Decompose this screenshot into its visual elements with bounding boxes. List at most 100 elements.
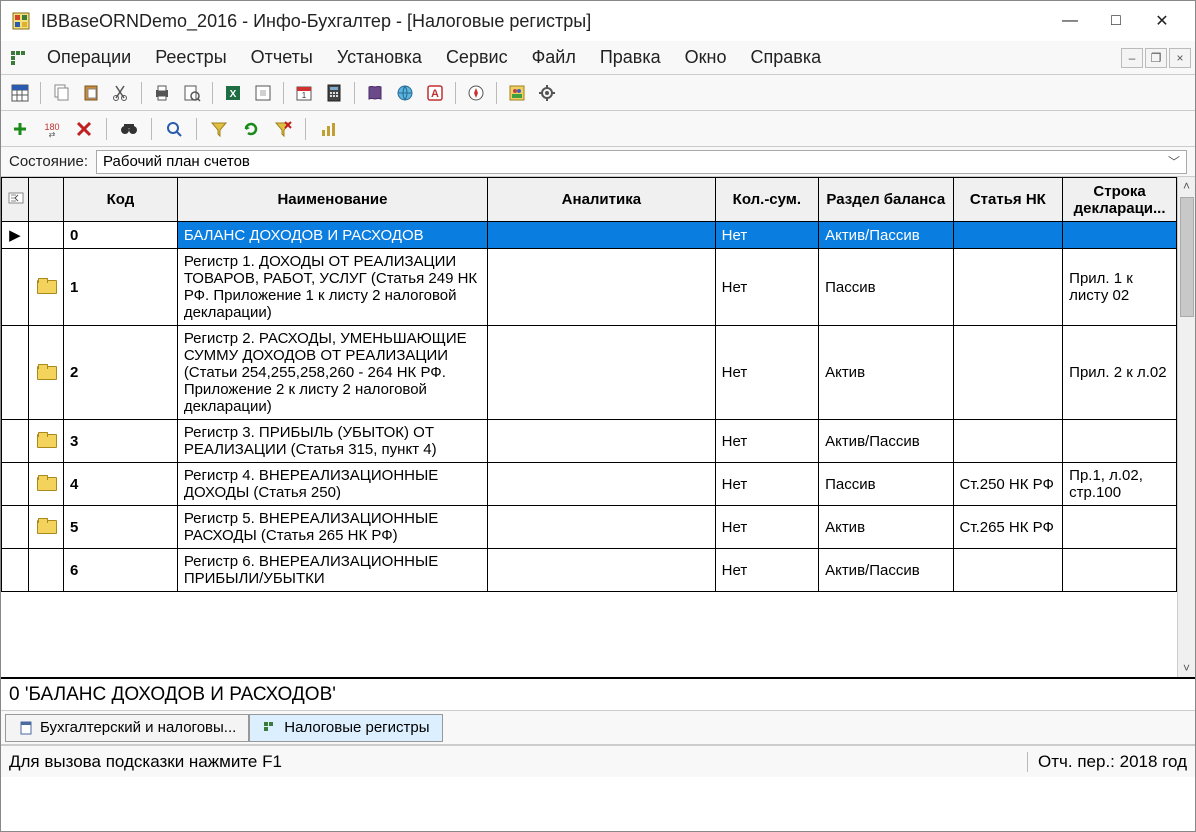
grid-icon[interactable] <box>7 80 33 106</box>
vertical-scrollbar[interactable]: ˄ ˅ <box>1177 177 1195 677</box>
cell-line[interactable] <box>1063 420 1177 463</box>
cell-section[interactable]: Пассив <box>819 249 953 326</box>
close-button[interactable]: ✕ <box>1139 5 1185 37</box>
cell-line[interactable]: Прил. 1 к листу 02 <box>1063 249 1177 326</box>
menu-registries[interactable]: Реестры <box>143 43 238 72</box>
cell-analytics[interactable] <box>488 326 716 420</box>
cell-line[interactable] <box>1063 506 1177 549</box>
menu-help[interactable]: Справка <box>738 43 833 72</box>
chart-icon[interactable] <box>315 116 341 142</box>
col-name[interactable]: Наименование <box>177 178 487 222</box>
cell-article[interactable] <box>953 420 1063 463</box>
col-kolsum[interactable]: Кол.-сум. <box>715 178 818 222</box>
refresh-icon[interactable] <box>238 116 264 142</box>
cell-code[interactable]: 4 <box>64 463 178 506</box>
cell-line[interactable] <box>1063 222 1177 249</box>
cell-name[interactable]: Регистр 6. ВНЕРЕАЛИЗАЦИОННЫЕ ПРИБЫЛИ/УБЫ… <box>177 549 487 592</box>
table-row[interactable]: 1Регистр 1. ДОХОДЫ ОТ РЕАЛИЗАЦИИ ТОВАРОВ… <box>2 249 1177 326</box>
row-indicator[interactable] <box>2 326 29 420</box>
cell-name[interactable]: Регистр 1. ДОХОДЫ ОТ РЕАЛИЗАЦИИ ТОВАРОВ,… <box>177 249 487 326</box>
cell-article[interactable]: Ст.265 НК РФ <box>953 506 1063 549</box>
col-section[interactable]: Раздел баланса <box>819 178 953 222</box>
app-menu-icon[interactable] <box>7 47 29 69</box>
scroll-down-icon[interactable]: ˅ <box>1178 659 1195 677</box>
preview-icon[interactable] <box>179 80 205 106</box>
calendar-icon[interactable]: 1 <box>291 80 317 106</box>
mdi-minimize-button[interactable]: – <box>1121 48 1143 68</box>
paste-icon[interactable] <box>78 80 104 106</box>
cell-name[interactable]: Регистр 4. ВНЕРЕАЛИЗАЦИОННЫЕ ДОХОДЫ (Ста… <box>177 463 487 506</box>
gear-icon[interactable] <box>534 80 560 106</box>
cell-name[interactable]: Регистр 2. РАСХОДЫ, УМЕНЬШАЮЩИЕ СУММУ ДО… <box>177 326 487 420</box>
row-indicator[interactable] <box>2 549 29 592</box>
cell-code[interactable]: 3 <box>64 420 178 463</box>
cut-icon[interactable] <box>108 80 134 106</box>
row-indicator[interactable] <box>2 420 29 463</box>
cell-article[interactable] <box>953 549 1063 592</box>
excel-icon[interactable]: X <box>220 80 246 106</box>
col-folder[interactable] <box>28 178 63 222</box>
col-line[interactable]: Строка деклараци... <box>1063 178 1177 222</box>
row-folder-cell[interactable] <box>28 549 63 592</box>
cell-section[interactable]: Актив/Пассив <box>819 549 953 592</box>
cell-code[interactable]: 2 <box>64 326 178 420</box>
cell-line[interactable] <box>1063 549 1177 592</box>
book-icon[interactable] <box>362 80 388 106</box>
menu-edit[interactable]: Правка <box>588 43 673 72</box>
cell-article[interactable] <box>953 326 1063 420</box>
row-folder-cell[interactable] <box>28 249 63 326</box>
cell-section[interactable]: Актив <box>819 506 953 549</box>
table-row[interactable]: 5Регистр 5. ВНЕРЕАЛИЗАЦИОННЫЕ РАСХОДЫ (С… <box>2 506 1177 549</box>
cell-article[interactable] <box>953 222 1063 249</box>
row-indicator[interactable] <box>2 463 29 506</box>
menu-service[interactable]: Сервис <box>434 43 520 72</box>
state-dropdown[interactable]: Рабочий план счетов ﹀ <box>96 150 1187 174</box>
scroll-thumb[interactable] <box>1180 197 1194 317</box>
filter-clear-icon[interactable] <box>270 116 296 142</box>
row-folder-cell[interactable] <box>28 326 63 420</box>
search-icon[interactable] <box>161 116 187 142</box>
row-folder-cell[interactable] <box>28 506 63 549</box>
cell-code[interactable]: 6 <box>64 549 178 592</box>
cell-article[interactable] <box>953 249 1063 326</box>
menu-operations[interactable]: Операции <box>35 43 143 72</box>
mdi-close-button[interactable]: × <box>1169 48 1191 68</box>
row-indicator[interactable]: ▶ <box>2 222 29 249</box>
cell-analytics[interactable] <box>488 506 716 549</box>
row-folder-cell[interactable] <box>28 222 63 249</box>
col-article[interactable]: Статья НК <box>953 178 1063 222</box>
cell-section[interactable]: Пассив <box>819 463 953 506</box>
users-icon[interactable] <box>504 80 530 106</box>
cell-kolsum[interactable]: Нет <box>715 549 818 592</box>
col-analytics[interactable]: Аналитика <box>488 178 716 222</box>
cell-section[interactable]: Актив <box>819 326 953 420</box>
globe-icon[interactable] <box>392 80 418 106</box>
mdi-restore-button[interactable]: ❐ <box>1145 48 1167 68</box>
table-row[interactable]: 6Регистр 6. ВНЕРЕАЛИЗАЦИОННЫЕ ПРИБЫЛИ/УБ… <box>2 549 1177 592</box>
edit-icon[interactable]: 180⇄ <box>39 116 65 142</box>
table-row[interactable]: 2Регистр 2. РАСХОДЫ, УМЕНЬШАЮЩИЕ СУММУ Д… <box>2 326 1177 420</box>
menu-setup[interactable]: Установка <box>325 43 434 72</box>
tab-accounting[interactable]: Бухгалтерский и налоговы... <box>5 714 249 742</box>
cell-analytics[interactable] <box>488 420 716 463</box>
menu-file[interactable]: Файл <box>520 43 588 72</box>
cell-analytics[interactable] <box>488 549 716 592</box>
compass-icon[interactable] <box>463 80 489 106</box>
cell-name[interactable]: Регистр 5. ВНЕРЕАЛИЗАЦИОННЫЕ РАСХОДЫ (Ст… <box>177 506 487 549</box>
cell-kolsum[interactable]: Нет <box>715 222 818 249</box>
tab-tax-registers[interactable]: Налоговые регистры <box>249 714 442 742</box>
cell-code[interactable]: 0 <box>64 222 178 249</box>
cell-line[interactable]: Пр.1, л.02, стр.100 <box>1063 463 1177 506</box>
table-row[interactable]: 4Регистр 4. ВНЕРЕАЛИЗАЦИОННЫЕ ДОХОДЫ (Ст… <box>2 463 1177 506</box>
cell-article[interactable]: Ст.250 НК РФ <box>953 463 1063 506</box>
filter-icon[interactable] <box>206 116 232 142</box>
data-grid[interactable]: Код Наименование Аналитика Кол.-сум. Раз… <box>1 177 1177 592</box>
copy-icon[interactable] <box>48 80 74 106</box>
home-icon[interactable]: А <box>422 80 448 106</box>
cell-analytics[interactable] <box>488 463 716 506</box>
maximize-button[interactable]: □ <box>1093 5 1139 37</box>
delete-icon[interactable] <box>71 116 97 142</box>
col-indicator[interactable] <box>2 178 29 222</box>
cell-code[interactable]: 5 <box>64 506 178 549</box>
cell-kolsum[interactable]: Нет <box>715 506 818 549</box>
